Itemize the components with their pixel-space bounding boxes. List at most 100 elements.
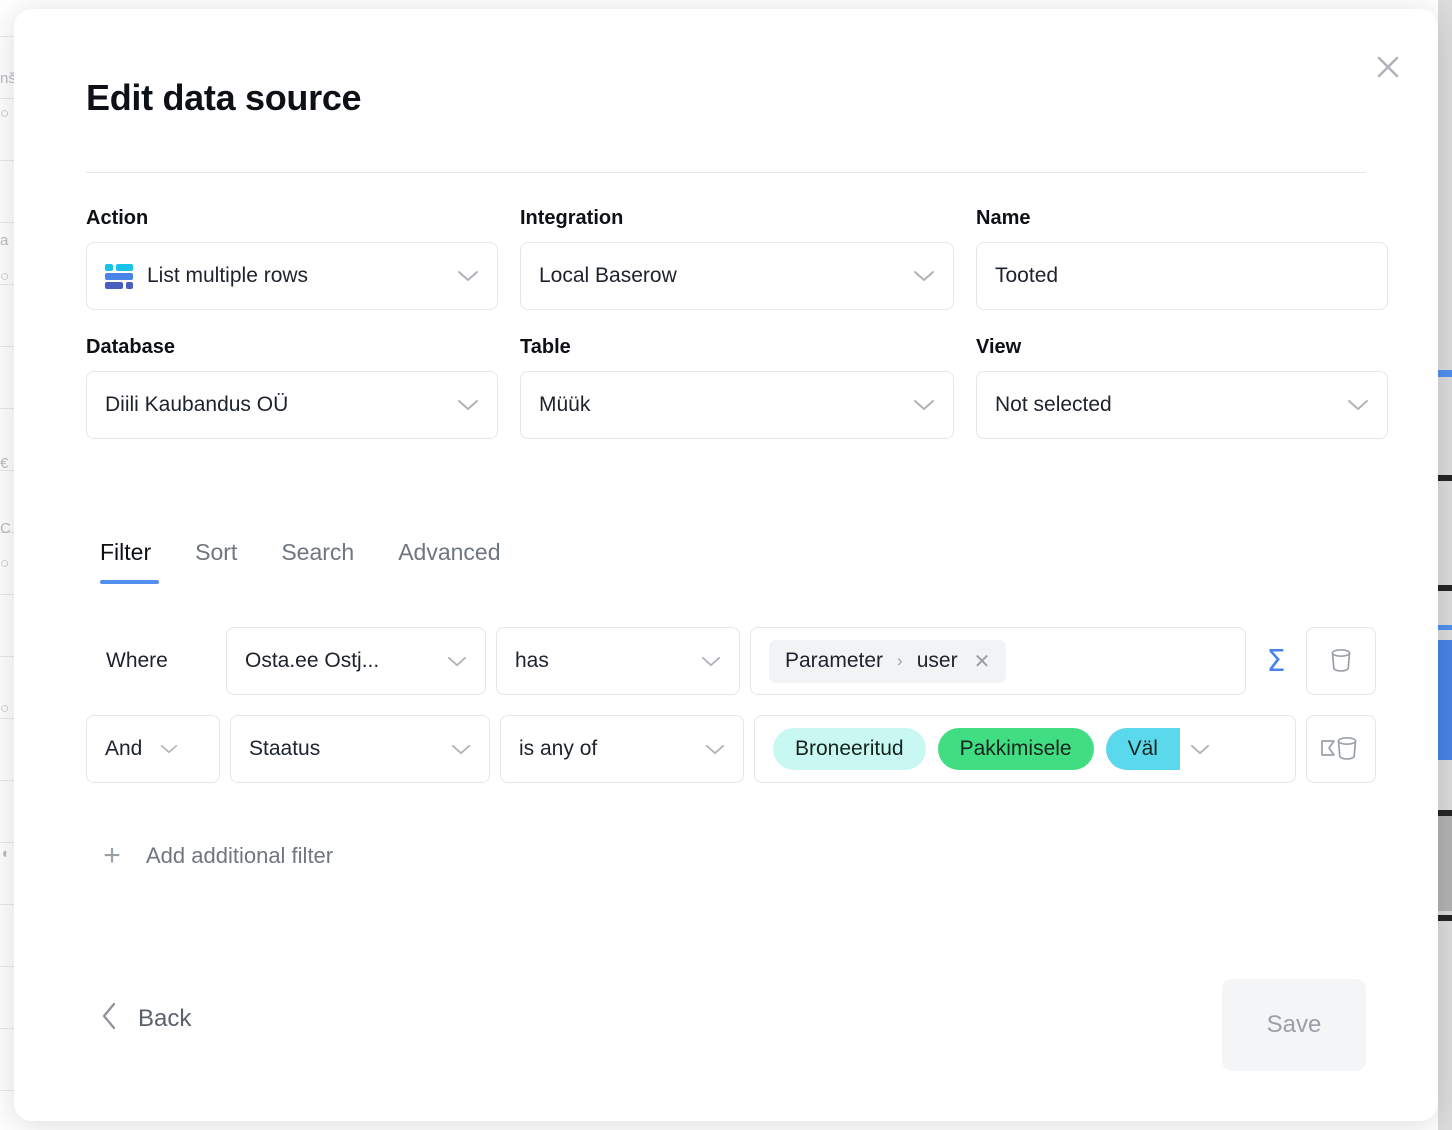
background-grid-line [0,842,22,843]
trash-flag-icon [1321,736,1357,760]
delete-filter-button[interactable] [1306,715,1376,783]
status-badge: Väl [1105,728,1180,770]
delete-filter-button[interactable] [1306,627,1376,695]
background-scroll-rail [1438,0,1452,1130]
tab-advanced[interactable]: Advanced [376,539,522,584]
background-grid-line [0,1028,22,1029]
action-select-value: List multiple rows [147,264,309,287]
background-grid-line [0,780,22,781]
name-input-value: Tooted [995,264,1059,287]
background-cell-text: ○ [0,105,10,122]
field-view: View Not selected [976,336,1388,439]
background-cell-text: nš [0,70,14,87]
background-grid-line [0,1090,22,1091]
name-input[interactable]: Tooted [976,242,1388,310]
filter-multiselect-value[interactable]: Broneeritud Pakkimisele Väl [754,715,1296,783]
chevron-down-icon [913,398,935,412]
chevron-down-icon [701,655,721,668]
chevron-right-icon: › [897,651,903,670]
chevron-down-icon [457,398,479,412]
filter-operator-value: has [515,649,549,672]
field-integration: Integration Local Baserow [520,207,954,310]
rail-segment [1438,625,1452,630]
status-badge-clipped[interactable]: Väl [1105,728,1210,770]
rail-segment [1438,585,1452,591]
integration-select[interactable]: Local Baserow [520,242,954,310]
chevron-down-icon [913,269,935,283]
background-grid-line [0,222,22,223]
field-view-label: View [976,336,1022,358]
background-grid-line [0,904,22,905]
filter-boolean-value: And [105,737,143,760]
field-table: Table Müük [520,336,954,439]
tab-search[interactable]: Search [259,539,376,584]
field-integration-label: Integration [520,207,624,229]
filter-field-value: Staatus [249,737,321,760]
plus-icon: + [103,839,121,872]
table-select-value: Müük [539,393,591,416]
filter-field-select[interactable]: Staatus [230,715,490,783]
background-grid-line [0,160,22,161]
background-grid-line [0,594,22,595]
status-badge[interactable]: Pakkimisele [937,728,1094,770]
tab-filter[interactable]: Filter [86,539,173,584]
background-cell-text: a [0,232,9,249]
field-database: Database Diili Kaubandus OÜ [86,336,498,439]
datasource-tabs: Filter Sort Search Advanced [86,539,523,584]
background-cell-text: ○ [0,268,10,285]
action-select[interactable]: List multiple rows [86,242,498,310]
filter-operator-select[interactable]: is any of [500,715,744,783]
filter-row: And Staatus is any of [86,715,1376,783]
add-additional-filter-label: Add additional filter [146,843,334,868]
save-button[interactable]: Save [1222,979,1366,1071]
chevron-down-icon [451,743,471,756]
chevron-down-icon [1347,398,1369,412]
view-select-value: Not selected [995,393,1112,416]
close-icon[interactable] [1368,47,1408,87]
chevron-down-icon [447,655,467,668]
background-cell-text: ○ [0,555,10,572]
rail-segment [1438,816,1452,911]
add-additional-filter-button[interactable]: + Add additional filter [100,841,333,871]
background-grid-line [0,718,22,719]
back-button[interactable]: Back [100,1001,191,1036]
background-grid-line [0,966,22,967]
database-select[interactable]: Diili Kaubandus OÜ [86,371,498,439]
chevron-left-icon [100,1001,118,1036]
parameter-chip[interactable]: Parameter › user ✕ [769,639,1007,683]
background-grid-line [0,656,22,657]
title-divider [86,172,1366,173]
field-table-label: Table [520,336,571,358]
view-select[interactable]: Not selected [976,371,1388,439]
filter-operator-select[interactable]: has [496,627,740,695]
close-icon[interactable]: ✕ [973,650,991,673]
background-grid-line [0,470,22,471]
background-grid-line [0,408,22,409]
table-select[interactable]: Müük [520,371,954,439]
background-cell-text: € [0,455,9,472]
tab-label: Sort [195,539,238,565]
filter-row: Where Osta.ee Ostj... has Parameter [86,627,1376,695]
rail-segment [1438,370,1452,377]
filter-boolean-select[interactable]: And [86,715,220,783]
field-name-label: Name [976,207,1031,229]
edit-data-source-modal: Edit data source Action List multiple ro… [14,9,1438,1121]
field-action: Action List multiple rows [86,207,498,310]
chevron-down-icon[interactable] [1190,743,1210,756]
parameter-chip-group: Parameter [785,649,884,672]
list-rows-icon [105,264,133,289]
background-cell-text: ○ [0,700,10,717]
tab-label: Filter [100,539,152,565]
filter-list: Where Osta.ee Ostj... has Parameter [86,627,1376,803]
background-grid-line [0,36,22,37]
tab-sort[interactable]: Sort [173,539,259,584]
rail-segment [1438,810,1452,816]
filter-value-input[interactable]: Parameter › user ✕ [750,627,1246,695]
filter-field-select[interactable]: Osta.ee Ostj... [226,627,486,695]
chevron-down-icon [457,269,479,283]
rail-segment [1438,640,1452,760]
status-badge[interactable]: Broneeritud [773,728,926,770]
filter-where-label: Where [106,649,168,672]
rail-segment [1438,915,1452,921]
sigma-icon[interactable]: Σ [1266,643,1286,679]
